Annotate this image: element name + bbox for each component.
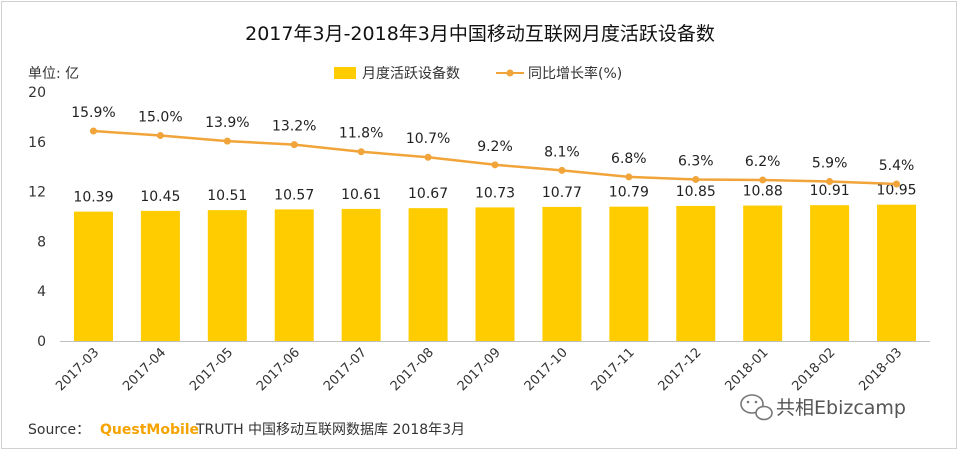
unit-label: 单位: 亿 xyxy=(28,66,79,82)
bar xyxy=(542,206,582,341)
wechat-icon xyxy=(740,394,773,421)
y-tick-label: 20 xyxy=(28,85,46,101)
bar-labels: 10.39 10.45 10.51 10.57 10.61 10.67 10.73 10.77… xyxy=(73,183,916,206)
line-point xyxy=(156,132,164,140)
bar-value-label: 10.79 xyxy=(609,185,649,201)
x-tick-label: 2018-01 xyxy=(722,345,771,394)
x-ticks: 2017-03 2017-04 2017-05 2017-06 2017-07 2017-… xyxy=(53,345,905,394)
bar xyxy=(676,205,716,341)
y-tick-label: 16 xyxy=(28,135,46,151)
line-value-label: 8.1% xyxy=(544,144,580,160)
bar-value-label: 10.51 xyxy=(207,188,247,204)
bar-value-label: 10.95 xyxy=(876,183,916,199)
x-tick-label: 2017-10 xyxy=(522,345,571,394)
line-point xyxy=(357,148,365,156)
line-value-label: 15.0% xyxy=(138,110,182,126)
line-point xyxy=(491,161,499,169)
line-point xyxy=(759,176,767,184)
bar-value-label: 10.73 xyxy=(475,185,515,201)
bar-value-label: 10.45 xyxy=(140,189,180,205)
line-point xyxy=(692,175,700,183)
watermark: 共相Ebizcamp xyxy=(740,394,906,421)
legend-bar-label: 月度活跃设备数 xyxy=(362,65,460,82)
bar-value-label: 10.57 xyxy=(274,187,314,203)
legend-line-label: 同比增长率(%) xyxy=(528,65,622,82)
line-value-label: 15.9% xyxy=(71,105,115,121)
line-value-label: 5.4% xyxy=(879,158,915,174)
bar-value-label: 10.88 xyxy=(743,184,783,200)
x-tick-label: 2017-11 xyxy=(589,345,638,394)
x-tick-label: 2017-06 xyxy=(254,345,303,394)
source-prefix: Source： xyxy=(28,422,90,438)
bar xyxy=(207,210,247,341)
y-axis: 0 4 8 12 16 20 xyxy=(28,85,46,350)
line-value-label: 9.2% xyxy=(477,139,513,155)
x-tick-label: 2017-05 xyxy=(187,345,236,394)
bar-value-label: 10.77 xyxy=(542,185,582,201)
line-point xyxy=(826,177,834,185)
line-point xyxy=(625,173,633,181)
bar xyxy=(140,210,180,341)
bar xyxy=(73,211,113,341)
bars xyxy=(73,204,917,341)
y-tick-label: 12 xyxy=(28,185,46,201)
line-point xyxy=(223,137,231,145)
x-tick-label: 2017-04 xyxy=(120,345,169,394)
line-value-label: 13.2% xyxy=(272,119,316,135)
x-tick-label: 2017-12 xyxy=(656,345,705,394)
x-tick-label: 2017-07 xyxy=(321,345,370,394)
x-tick-label: 2017-03 xyxy=(53,345,102,394)
y-tick-label: 4 xyxy=(37,284,46,300)
bar xyxy=(609,206,649,341)
line-value-label: 6.8% xyxy=(611,151,647,167)
source-rest: TRUTH 中国移动互联网数据库 2018年3月 xyxy=(195,422,465,438)
watermark-text: 共相Ebizcamp xyxy=(776,397,906,419)
line-point xyxy=(290,141,298,149)
y-tick-label: 8 xyxy=(37,234,46,250)
bar xyxy=(341,208,381,341)
bar xyxy=(408,208,448,341)
line-value-label: 6.2% xyxy=(745,154,781,170)
bar xyxy=(810,205,850,341)
bar xyxy=(743,205,783,341)
line-value-label: 6.3% xyxy=(678,153,714,169)
legend-bar-swatch xyxy=(334,67,356,79)
bar xyxy=(475,207,515,341)
legend: 月度活跃设备数 同比增长率(%) xyxy=(334,65,622,82)
bar-value-label: 10.91 xyxy=(810,183,850,199)
source-note: Source： QuestMobile TRUTH 中国移动互联网数据库 201… xyxy=(28,422,465,438)
bar-value-label: 10.85 xyxy=(676,184,716,200)
line-value-label: 5.9% xyxy=(812,155,848,171)
line-value-label: 13.9% xyxy=(205,115,249,131)
line-value-label: 11.8% xyxy=(339,126,383,142)
y-tick-label: 0 xyxy=(37,334,46,350)
line-labels: 15.9% 15.0% 13.9% 13.2% 11.8% 10.7% 9.2% 8.1% 6.… xyxy=(71,105,914,174)
line-point xyxy=(89,127,97,135)
line-points xyxy=(89,127,901,188)
bar-value-label: 10.67 xyxy=(408,186,448,202)
bar-value-label: 10.39 xyxy=(73,190,113,206)
line-point xyxy=(893,180,901,188)
x-tick-label: 2017-08 xyxy=(388,345,437,394)
x-tick-label: 2017-09 xyxy=(455,345,504,394)
legend-line-dot xyxy=(506,69,514,77)
source-brand: QuestMobile xyxy=(100,422,199,438)
x-tick-label: 2018-02 xyxy=(789,345,838,394)
line-value-label: 10.7% xyxy=(406,131,450,147)
x-tick-label: 2018-03 xyxy=(856,345,905,394)
line-point xyxy=(558,166,566,174)
line-point xyxy=(424,153,432,161)
bar-value-label: 10.61 xyxy=(341,187,381,203)
bar xyxy=(274,209,314,341)
bar xyxy=(877,204,917,341)
chart-title: 2017年3月-2018年3月中国移动互联网月度活跃设备数 xyxy=(245,23,715,45)
